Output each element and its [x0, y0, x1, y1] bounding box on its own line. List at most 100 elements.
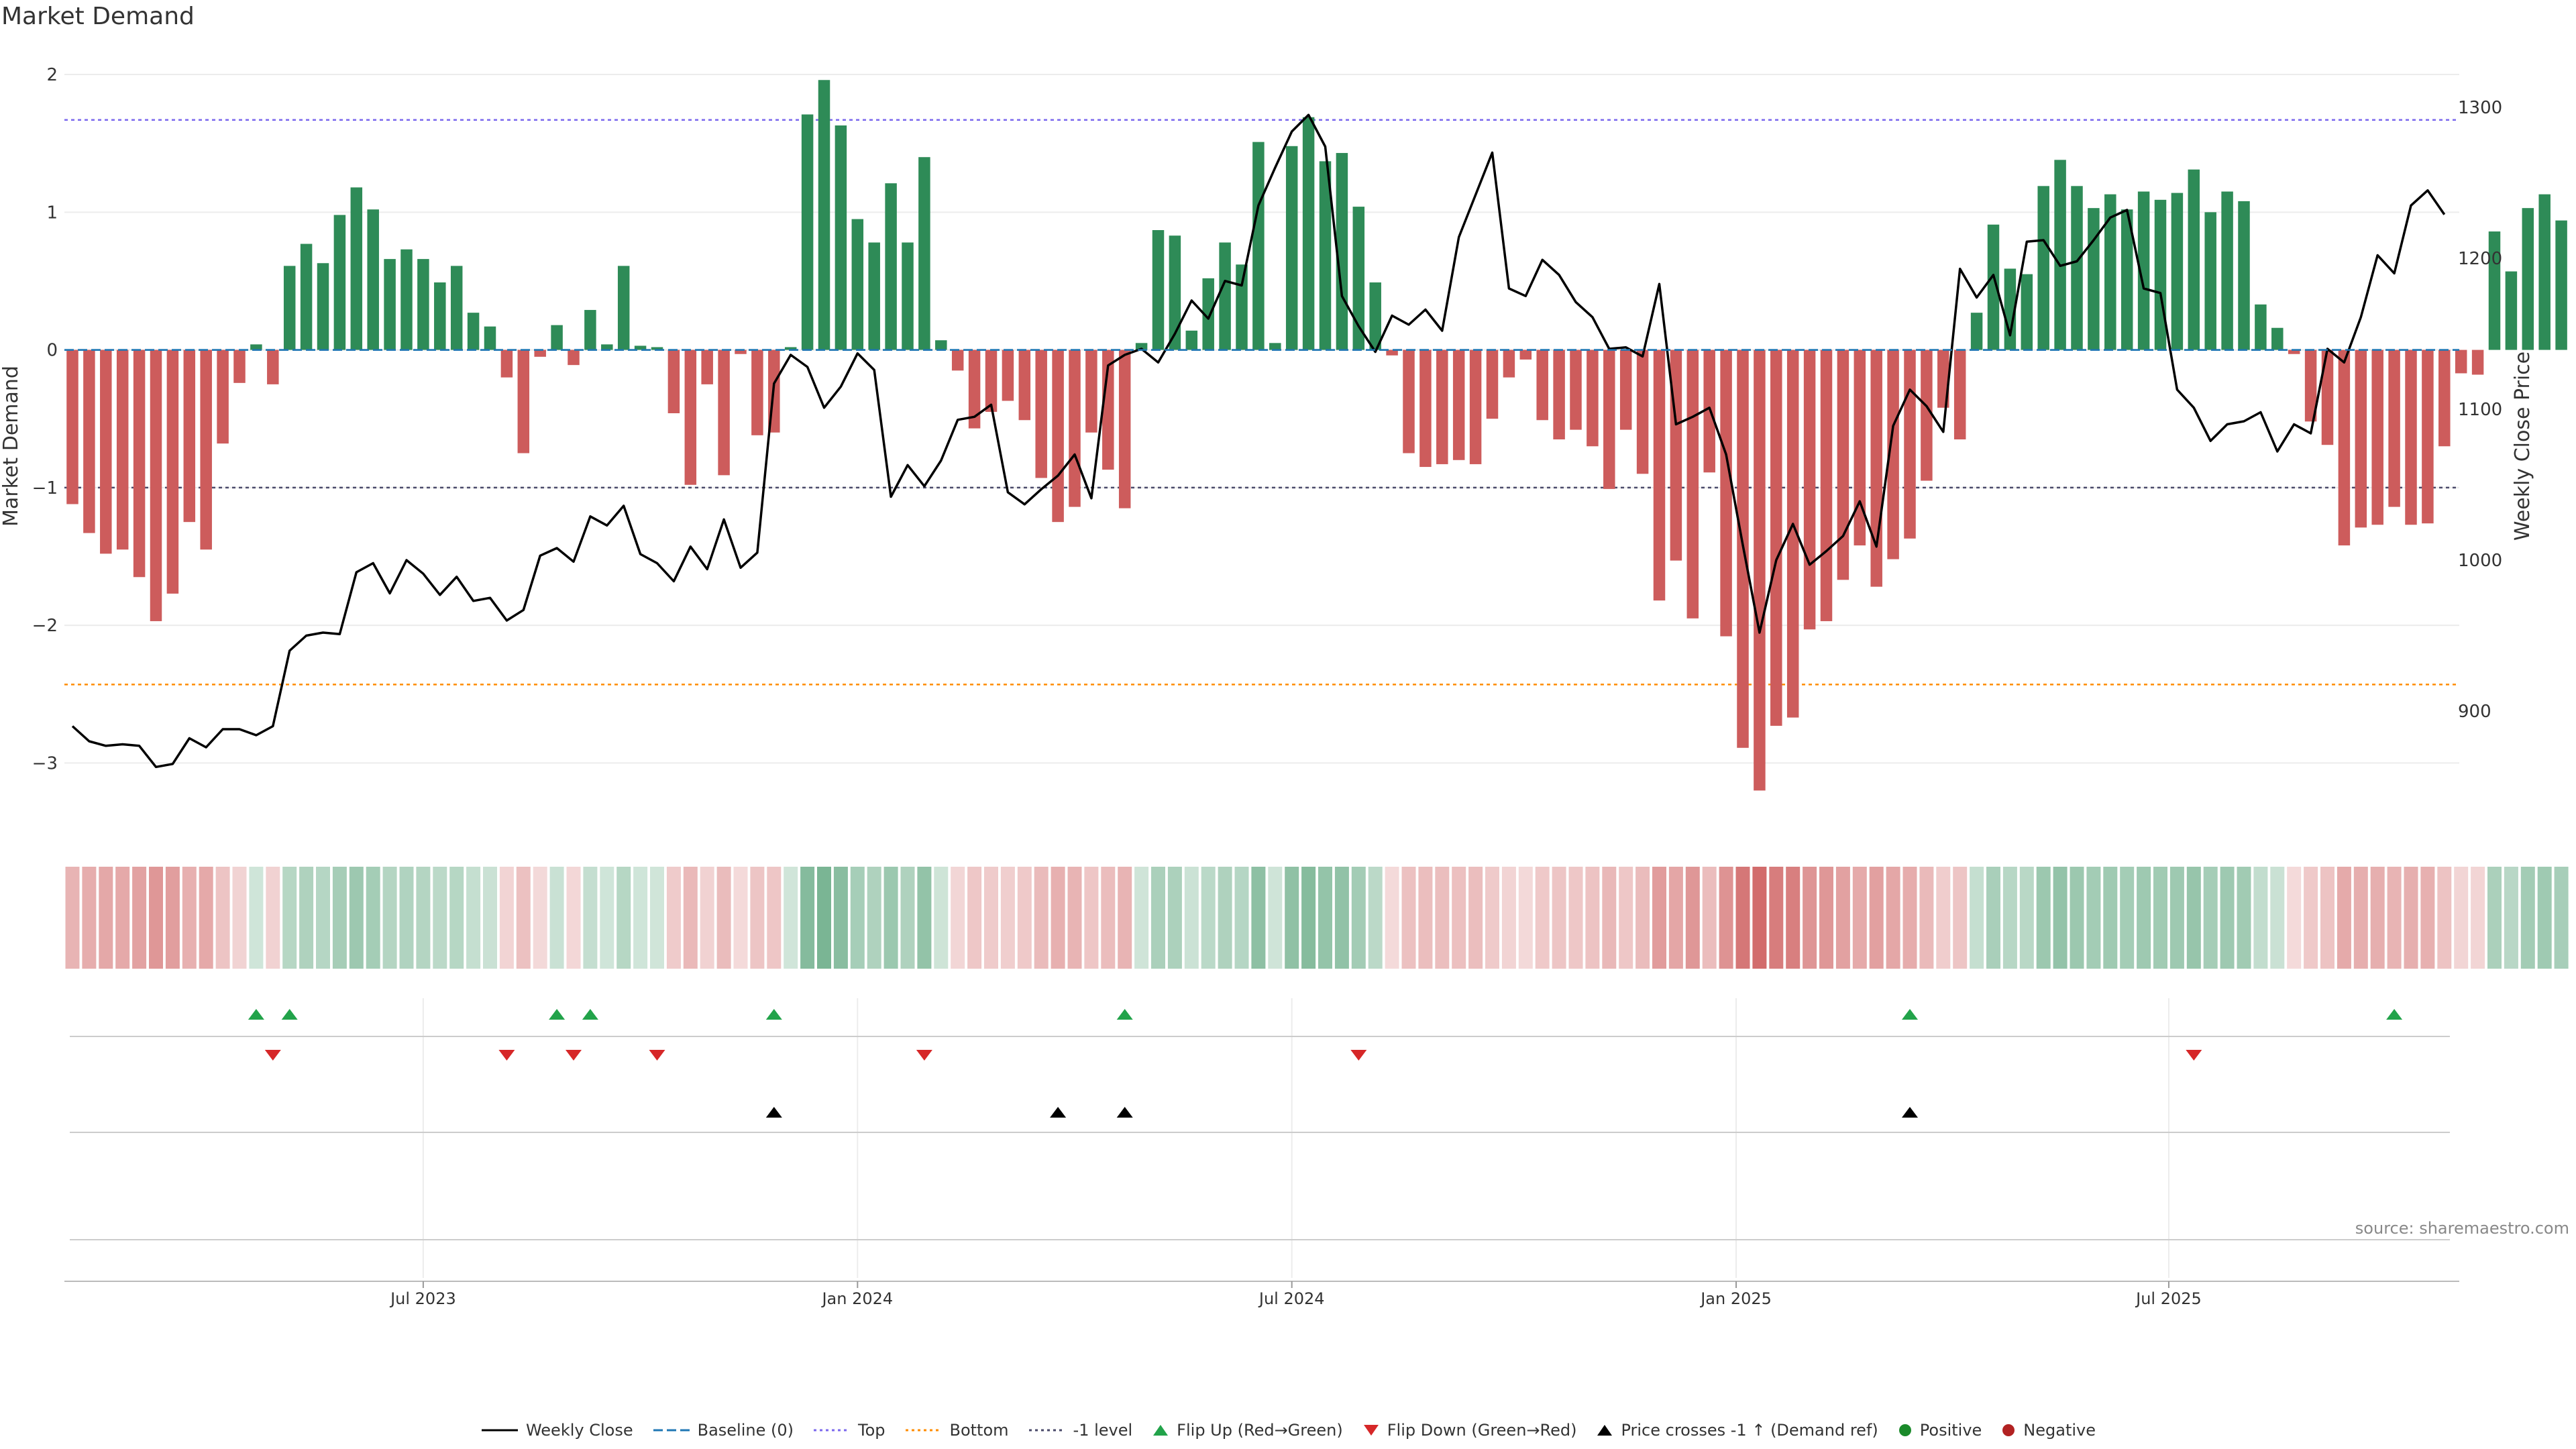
heat-cell [1435, 867, 1450, 969]
demand-bar-positive [317, 263, 329, 350]
heat-cell [2203, 867, 2218, 969]
demand-bar-positive [2004, 268, 2017, 350]
demand-bar-negative [2338, 350, 2351, 546]
y-axis-title-right: Weekly Close Price [2511, 352, 2534, 541]
demand-bar-positive [885, 183, 897, 350]
demand-bar-negative [1921, 350, 1933, 481]
heat-cell [2253, 867, 2268, 969]
demand-bar-negative [1085, 350, 1097, 433]
flip-up-marker [549, 1009, 566, 1020]
heat-cell [1285, 867, 1299, 969]
heat-cell [165, 867, 180, 969]
heat-cell [1167, 867, 1182, 969]
heat-cell [1786, 867, 1801, 969]
demand-bar-negative [233, 350, 246, 383]
demand-bar-positive [617, 266, 630, 350]
heat-cell [132, 867, 147, 969]
left-tick-label: −1 [32, 478, 58, 498]
legend-bottom: Bottom [904, 1421, 1009, 1440]
axes: 2 1 0 −1 −2 −3 1300 1200 1100 1000 900 Market Deman… [0, 65, 2534, 773]
heat-cell [516, 867, 531, 969]
heat-cell [1668, 867, 1683, 969]
demand-bar-positive [2021, 274, 2033, 350]
demand-bar-negative [718, 350, 730, 476]
heat-cell [1902, 867, 1917, 969]
flip-down-marker [2186, 1050, 2202, 1061]
demand-bar-negative [1570, 350, 1582, 430]
heat-cell [1886, 867, 1900, 969]
demand-bar-positive [584, 310, 596, 350]
heat-cell [2487, 867, 2502, 969]
heat-cell [1986, 867, 2000, 969]
demand-bar-positive [400, 249, 413, 350]
demand-bar-negative [200, 350, 212, 550]
heat-cell [2404, 867, 2418, 969]
heat-cell [1635, 867, 1650, 969]
heat-cell [215, 867, 230, 969]
heat-cell [2337, 867, 2351, 969]
demand-bar-negative [1052, 350, 1064, 523]
demand-bar-negative [500, 350, 513, 378]
demand-bar-negative [1386, 350, 1398, 356]
demand-bar-negative [217, 350, 229, 444]
demand-bar-negative [517, 350, 530, 453]
demand-bar-negative [1603, 350, 1615, 489]
heat-cell [1685, 867, 1700, 969]
flip-up-marker [2386, 1009, 2403, 1020]
heat-cell [2387, 867, 2402, 969]
heat-cell [2304, 867, 2318, 969]
heat-cell [1301, 867, 1316, 969]
heat-cell [299, 867, 314, 969]
demand-bar-negative [1503, 350, 1515, 378]
heat-cell [1201, 867, 1216, 969]
legend-weekly-close: Weekly Close [480, 1421, 633, 1440]
demand-bar-positive [2538, 194, 2551, 350]
event-markers [70, 1009, 2450, 1240]
demand-bar-negative [667, 350, 680, 413]
heat-cell [433, 867, 447, 969]
heat-cell [566, 867, 581, 969]
heat-cell [917, 867, 932, 969]
flip-down-icon [1363, 1425, 1379, 1436]
heat-cell [82, 867, 97, 969]
heat-cell [666, 867, 681, 969]
demand-bar-positive [2121, 209, 2133, 350]
demand-bar-negative [951, 350, 964, 371]
demand-bar-negative [2455, 350, 2467, 374]
heat-cell [2019, 867, 2034, 969]
demand-bar-negative [183, 350, 196, 523]
heat-cell [266, 867, 280, 969]
heat-cell [951, 867, 965, 969]
demand-bar-negative [267, 350, 279, 384]
flip-up-icon [1153, 1425, 1169, 1436]
heat-cell [1936, 867, 1951, 969]
heat-cell [1852, 867, 1867, 969]
heat-cell [1084, 867, 1099, 969]
demand-bar-negative [1786, 350, 1799, 718]
legend-negative: Negative [2000, 1421, 2096, 1440]
demand-bar-positive [417, 259, 429, 350]
demand-bar-positive [283, 266, 296, 350]
demand-bar-positive [250, 344, 262, 350]
legend-positive-label: Positive [1919, 1421, 1982, 1440]
right-tick-label: 1300 [2458, 98, 2502, 118]
demand-bar-negative [1486, 350, 1499, 419]
demand-bar-positive [2188, 169, 2200, 350]
heat-cell [1184, 867, 1199, 969]
flip-down-marker [566, 1050, 582, 1061]
legend-negative-label: Negative [2023, 1421, 2096, 1440]
heat-cell [182, 867, 197, 969]
chart-title: Market Demand [1, 3, 195, 30]
flip-down-marker [649, 1050, 665, 1061]
heat-cell [1151, 867, 1165, 969]
price-cross-marker [765, 1107, 782, 1118]
demand-bar-negative [568, 350, 580, 366]
heat-cell [282, 867, 297, 969]
heat-cell [984, 867, 998, 969]
demand-bar-negative [751, 350, 763, 435]
demand-bar-positive [801, 114, 814, 350]
demand-bar-positive [484, 326, 496, 350]
legend-top-label: Top [858, 1421, 885, 1440]
heat-cell [900, 867, 915, 969]
heat-cell [2420, 867, 2435, 969]
